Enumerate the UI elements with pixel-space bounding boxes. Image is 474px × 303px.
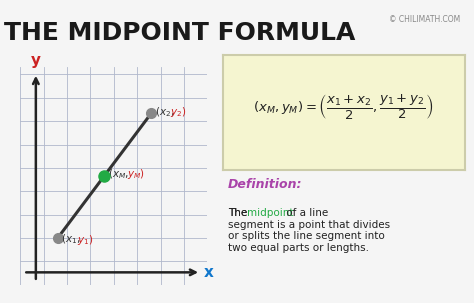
Text: $\bf{y}$: $\bf{y}$ <box>30 54 42 70</box>
Text: © CHILIMATH.COM: © CHILIMATH.COM <box>389 15 460 24</box>
Text: midpoint: midpoint <box>247 208 293 218</box>
Text: Definition:: Definition: <box>228 178 302 191</box>
Text: $y_2)$: $y_2)$ <box>171 105 187 119</box>
Text: $y_M)$: $y_M)$ <box>127 167 145 181</box>
Text: $(x_M,$: $(x_M,$ <box>108 167 129 181</box>
Text: The            of a line
segment is a point that divides
or splits the line segm: The of a line segment is a point that di… <box>228 208 390 253</box>
Text: $y_1)$: $y_1)$ <box>77 233 93 247</box>
Text: The: The <box>228 208 250 218</box>
Text: $(x_1,$: $(x_1,$ <box>62 233 81 246</box>
Text: $\bf{x}$: $\bf{x}$ <box>202 265 214 280</box>
Text: $(x_2,$: $(x_2,$ <box>155 105 174 119</box>
Text: THE MIDPOINT FORMULA: THE MIDPOINT FORMULA <box>4 21 356 45</box>
Text: $(x_M, y_M) = \left(\dfrac{x_1 + x_2}{2},\dfrac{y_1 + y_2}{2}\right)$: $(x_M, y_M) = \left(\dfrac{x_1 + x_2}{2}… <box>254 92 434 121</box>
